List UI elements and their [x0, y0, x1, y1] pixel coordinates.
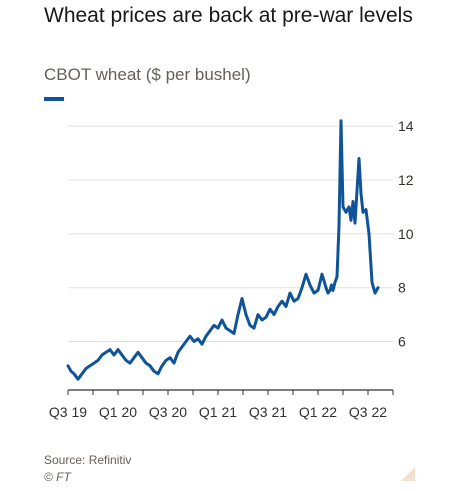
y-axis: 6 8 10 12 14: [398, 118, 414, 349]
series-line-wheat: [66, 119, 380, 381]
x-tick-label: Q1 20: [99, 404, 137, 420]
series-layer: [66, 119, 380, 381]
y-tick-label: 8: [398, 280, 406, 296]
corner-fold-icon: [401, 467, 415, 481]
x-tick-label: Q1 22: [299, 404, 337, 420]
chart-title: Wheat prices are back at pre-war levels: [44, 4, 413, 27]
copyright-note: © FT: [44, 470, 71, 484]
x-tick-label: Q3 22: [349, 404, 387, 420]
y-tick-label: 12: [398, 172, 414, 188]
y-tick-label: 10: [398, 226, 414, 242]
x-tick-label: Q3 20: [149, 404, 187, 420]
grid-layer: [68, 125, 393, 343]
series-swatch: [44, 97, 64, 101]
y-tick-label: 14: [398, 118, 414, 134]
x-tick-label: Q3 21: [249, 404, 287, 420]
x-axis: Q3 19 Q1 20 Q3 20 Q1 21 Q3 21 Q1 22 Q3 22: [49, 389, 394, 420]
x-tick-label: Q3 19: [49, 404, 87, 420]
x-tick-label: Q1 21: [199, 404, 237, 420]
source-note: Source: Refinitiv: [44, 453, 132, 467]
y-tick-label: 6: [398, 334, 406, 350]
chart-subtitle: CBOT wheat ($ per bushel): [44, 65, 251, 84]
